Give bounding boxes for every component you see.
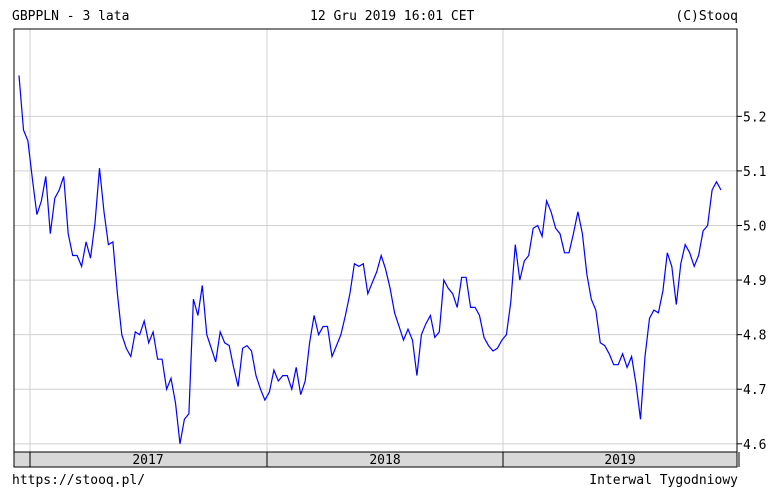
chart-title: GBPPLN - 3 lata (12, 9, 130, 24)
y-tick-label: 5.0 (743, 219, 766, 234)
x-tick-label: 2019 (604, 453, 635, 468)
price-series-line (18, 75, 722, 444)
x-axis: 2017 2018 2019 (132, 453, 635, 468)
interval-label: Interwal Tygodniowy (589, 473, 738, 488)
y-tick-label: 4.7 (743, 383, 766, 398)
date-band (13, 451, 738, 468)
x-axis-band (13, 451, 740, 468)
source-url-link[interactable]: https://stooq.pl/ (12, 473, 146, 488)
y-tick-label: 5.2 (743, 110, 766, 125)
x-tick-label: 2018 (369, 453, 400, 468)
y-tick-label: 4.9 (743, 274, 766, 289)
y-tick-label: 4.6 (743, 438, 766, 453)
series-layer (18, 75, 722, 444)
copyright-label: (C)Stooq (675, 9, 738, 24)
y-axis: 4.6 4.7 4.8 4.9 5.0 5.1 5.2 (737, 110, 766, 453)
chart-datetime: 12 Gru 2019 16:01 CET (310, 9, 475, 24)
chart-grid (14, 29, 737, 452)
plot-frame (13, 28, 738, 453)
y-tick-label: 4.8 (743, 329, 766, 344)
y-tick-label: 5.1 (743, 165, 766, 180)
x-tick-label: 2017 (132, 453, 163, 468)
